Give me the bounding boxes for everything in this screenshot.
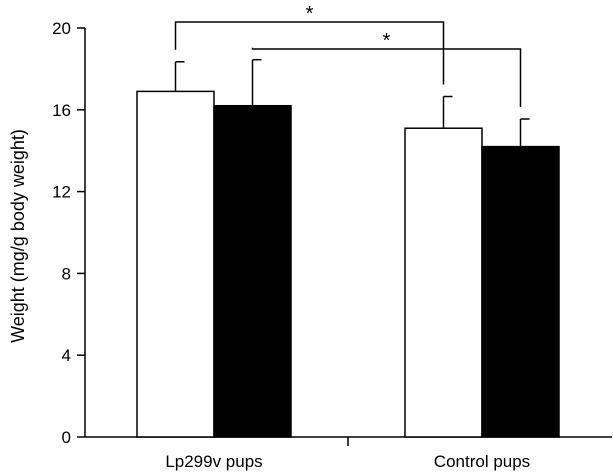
y-tick-label: 20 xyxy=(52,19,71,38)
x-category-label: Control pups xyxy=(434,452,530,471)
significance-label: * xyxy=(383,30,391,52)
bar xyxy=(213,104,292,438)
bars xyxy=(136,90,560,438)
y-axis-label: Weight (mg/g body weight) xyxy=(8,129,28,343)
error-bars xyxy=(174,58,530,147)
significance-label: * xyxy=(306,3,314,25)
y-tick-label: 12 xyxy=(52,183,71,202)
y-tick-label: 0 xyxy=(62,428,71,447)
significance-brackets: ** xyxy=(174,3,522,108)
bar xyxy=(481,145,560,438)
bar xyxy=(136,90,215,438)
y-tick-label: 4 xyxy=(62,346,71,365)
y-axis: 0 4 8 12 16 20 xyxy=(52,19,86,447)
significance-bracket xyxy=(251,47,522,108)
y-tick-label: 16 xyxy=(52,101,71,120)
y-tick-label: 8 xyxy=(62,264,71,283)
bar xyxy=(404,127,483,438)
x-axis: Lp299v pups Control pups xyxy=(85,436,612,471)
x-category-label: Lp299v pups xyxy=(165,452,262,471)
significance-bracket xyxy=(174,21,445,85)
